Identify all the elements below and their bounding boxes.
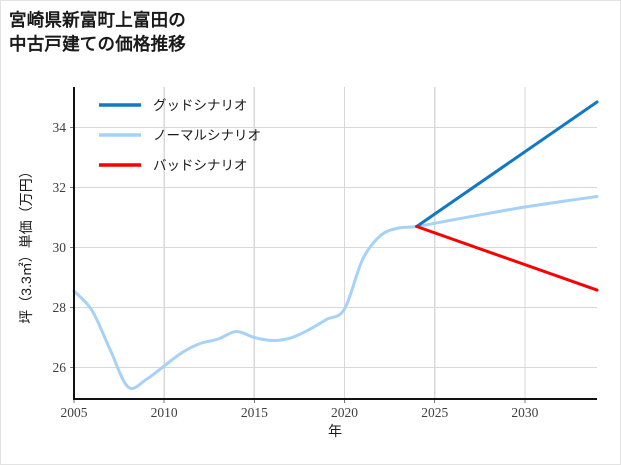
- y-tick-label: 28: [53, 300, 67, 315]
- x-tick-label: 2010: [151, 405, 178, 420]
- gridlines: [73, 87, 597, 399]
- series-line-good: [415, 100, 599, 228]
- legend-label: グッドシナリオ: [153, 98, 248, 113]
- x-tick-label: 2025: [421, 405, 448, 420]
- x-tick-label: 2015: [241, 405, 268, 420]
- y-tick-label: 26: [53, 360, 67, 375]
- y-tick-label: 32: [53, 180, 67, 195]
- axis-spines: [72, 87, 597, 401]
- y-axis-title: 坪（3.3㎡）単価（万円）: [18, 164, 34, 323]
- x-axis-title: 年: [328, 423, 342, 439]
- y-tick-label: 34: [53, 120, 67, 135]
- x-tick-label: 2030: [511, 405, 538, 420]
- y-tick-label: 30: [53, 240, 67, 255]
- x-tick-label: 2005: [61, 405, 88, 420]
- x-tick-label: 2020: [331, 405, 358, 420]
- series-line-normal: [72, 195, 599, 390]
- series-line-bad: [415, 225, 599, 292]
- x-tick-labels: 2005 2010 2015 2020 2025 2030: [61, 405, 539, 420]
- page-title: 宮崎県新富町上富田の 中古戸建ての価格推移: [9, 10, 186, 55]
- y-tick-labels: 26 28 30 32 34: [53, 120, 67, 375]
- data-series: [72, 100, 599, 390]
- legend-label: ノーマルシナリオ: [153, 128, 261, 143]
- legend-label: バッドシナリオ: [153, 158, 248, 173]
